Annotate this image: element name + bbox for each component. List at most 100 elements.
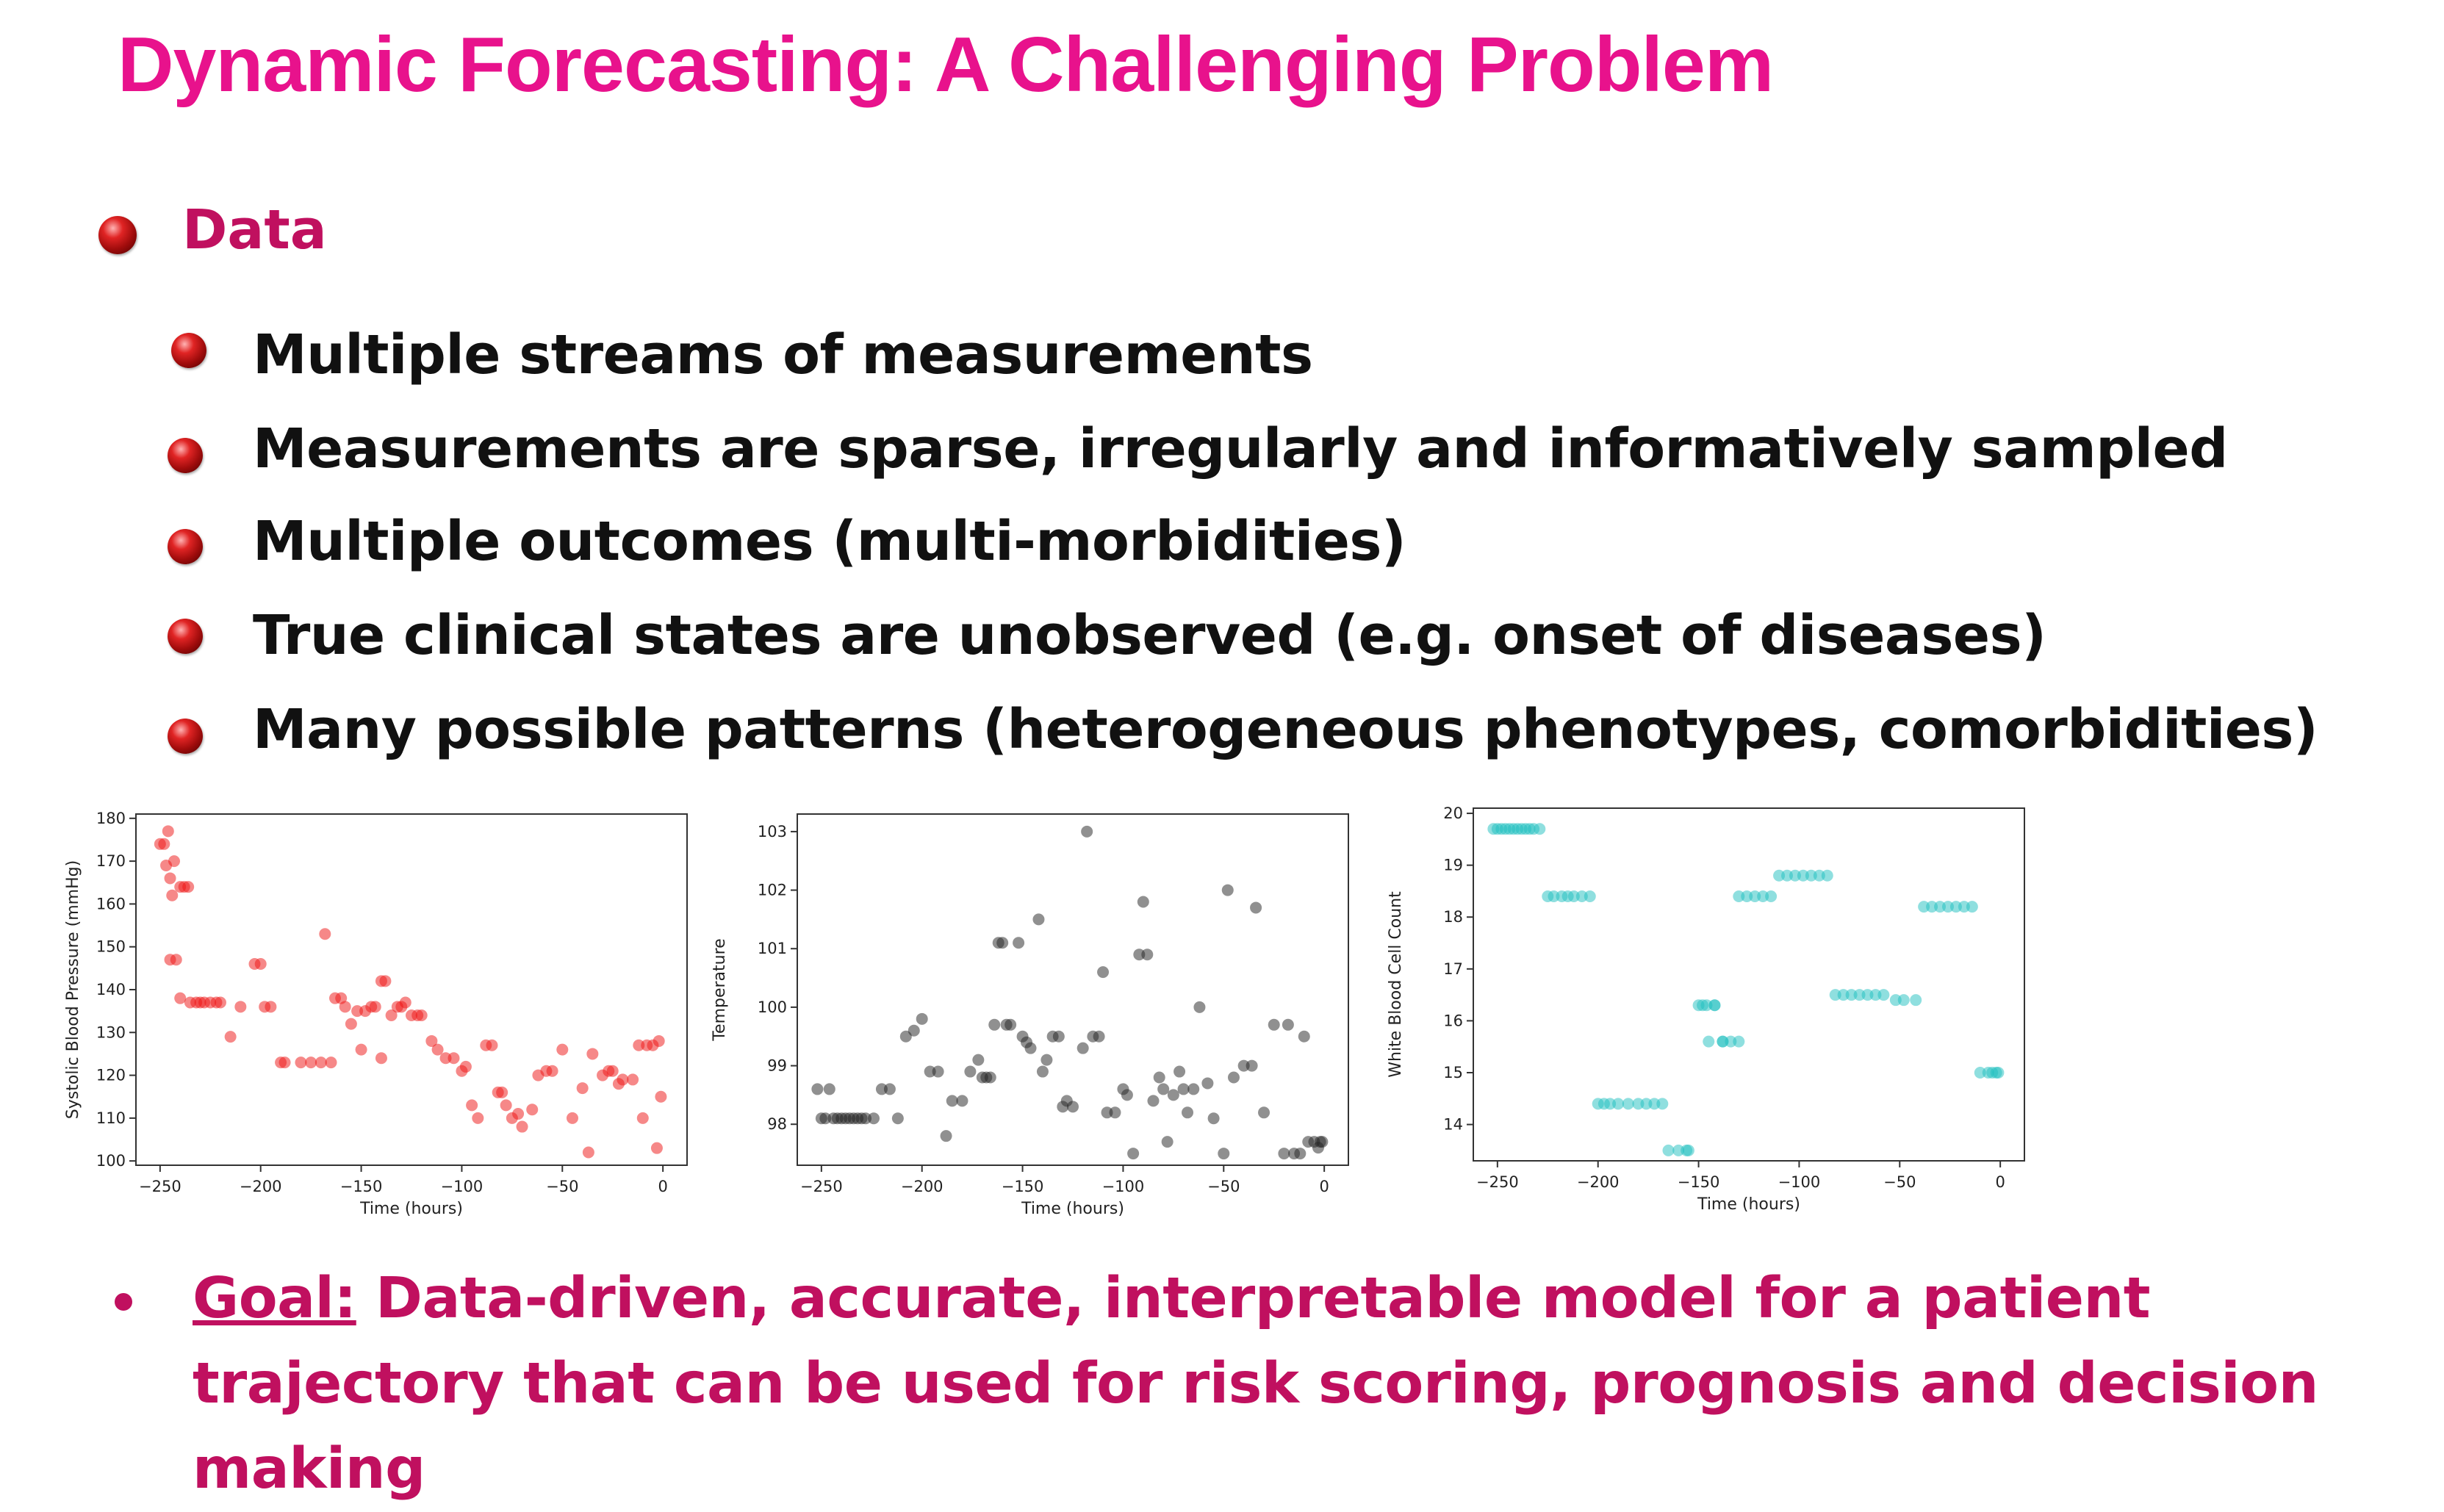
data-point <box>1032 913 1045 926</box>
bullet-icon <box>171 333 206 368</box>
bullet-icon <box>168 438 203 473</box>
data-point <box>1926 901 1938 913</box>
data-point <box>633 1039 645 1051</box>
data-point <box>1697 999 1709 1012</box>
data-point <box>1992 1067 2005 1079</box>
data-point <box>988 1018 1001 1031</box>
data-point <box>1093 1030 1105 1043</box>
y-tick-label: 130 <box>96 1023 126 1041</box>
data-point <box>1897 994 1910 1007</box>
data-point <box>234 1001 247 1013</box>
y-tick-label: 110 <box>96 1109 126 1127</box>
data-point <box>566 1112 578 1124</box>
data-point <box>369 1001 381 1013</box>
y-tick-label: 100 <box>758 998 787 1016</box>
x-tick-label: 0 <box>1319 1178 1329 1195</box>
data-point <box>617 1073 629 1086</box>
data-point <box>1845 989 1858 1001</box>
data-point <box>1765 890 1778 902</box>
data-point <box>1004 1018 1017 1031</box>
data-point <box>1821 869 1833 882</box>
data-point <box>823 1083 835 1095</box>
data-point <box>164 872 176 885</box>
data-point <box>1889 994 1902 1007</box>
data-point <box>1182 1106 1194 1119</box>
x-tick-label: −250 <box>1476 1173 1519 1191</box>
data-point <box>254 958 267 971</box>
data-point <box>315 1056 327 1069</box>
data-point <box>1316 1136 1329 1148</box>
x-tick-label: 0 <box>658 1178 667 1195</box>
y-tick-label: 15 <box>1443 1064 1463 1081</box>
goal-statement: Goal: Data-driven, accurate, interpretab… <box>193 1256 2426 1512</box>
data-point <box>385 1009 398 1021</box>
data-point <box>1067 1101 1079 1113</box>
data-point <box>399 996 411 1009</box>
x-tick-label: −200 <box>901 1178 944 1195</box>
data-point <box>496 1086 508 1098</box>
y-tick-label: 150 <box>96 938 126 956</box>
y-tick-label: 102 <box>758 882 787 899</box>
data-point <box>379 975 392 987</box>
data-point <box>964 1065 977 1078</box>
data-point <box>650 1142 663 1154</box>
data-point <box>916 1012 928 1025</box>
x-tick-label: −250 <box>139 1178 181 1195</box>
bullet-icon <box>98 216 137 254</box>
data-point <box>582 1146 594 1159</box>
data-point <box>158 838 170 850</box>
x-tick-label: −50 <box>1883 1173 1916 1191</box>
data-point <box>655 1090 667 1103</box>
data-point <box>636 1112 649 1124</box>
x-axis-label: Time (hours) <box>1697 1195 1800 1214</box>
data-point <box>1534 823 1546 835</box>
x-tick-label: −50 <box>1207 1178 1240 1195</box>
y-tick-label: 100 <box>96 1152 126 1170</box>
goal-text: Data-driven, accurate, interpretable mod… <box>193 1266 2318 1502</box>
data-point <box>1869 989 1882 1001</box>
y-tick-label: 103 <box>758 823 787 840</box>
data-point <box>415 1009 428 1021</box>
data-point <box>170 954 182 966</box>
data-point <box>907 1024 920 1037</box>
goal-bullet-icon <box>115 1293 132 1311</box>
data-point <box>355 1043 367 1056</box>
y-tick-label: 14 <box>1443 1116 1463 1134</box>
data-point <box>512 1108 525 1120</box>
bullet-icon <box>168 529 203 564</box>
y-tick-label: 17 <box>1443 960 1463 978</box>
data-point <box>459 1060 472 1073</box>
y-axis-label: White Blood Cell Count <box>1387 891 1405 1078</box>
data-point <box>556 1043 569 1056</box>
y-tick-label: 16 <box>1443 1012 1463 1029</box>
x-tick-label: −100 <box>1102 1178 1145 1195</box>
data-point <box>1109 1106 1121 1119</box>
data-point <box>1097 966 1110 979</box>
data-point <box>996 937 1009 949</box>
data-point <box>1081 825 1093 838</box>
data-point <box>1781 869 1794 882</box>
data-point <box>182 881 195 893</box>
data-point <box>1741 890 1753 902</box>
data-point <box>1749 890 1761 902</box>
y-tick-label: 160 <box>96 895 126 912</box>
data-point <box>1227 1071 1240 1084</box>
y-tick-label: 99 <box>767 1057 787 1075</box>
data-point <box>1193 1001 1206 1013</box>
slide-title: Dynamic Forecasting: A Challenging Probl… <box>118 21 1774 108</box>
data-point <box>325 1056 337 1069</box>
data-point <box>1177 1083 1190 1095</box>
data-point <box>1218 1148 1230 1160</box>
data-point <box>1725 1035 1737 1048</box>
data-point <box>466 1099 478 1112</box>
data-point <box>1958 901 1970 913</box>
data-point <box>875 1083 888 1095</box>
y-axis-label: Systolic Blood Pressure (mmHg) <box>64 860 82 1119</box>
data-point <box>319 928 331 940</box>
data-point <box>1052 1030 1065 1043</box>
data-point <box>431 1043 444 1056</box>
y-tick-label: 170 <box>96 852 126 870</box>
data-point <box>1934 901 1947 913</box>
data-point <box>1877 989 1890 1001</box>
data-point <box>819 1112 832 1125</box>
